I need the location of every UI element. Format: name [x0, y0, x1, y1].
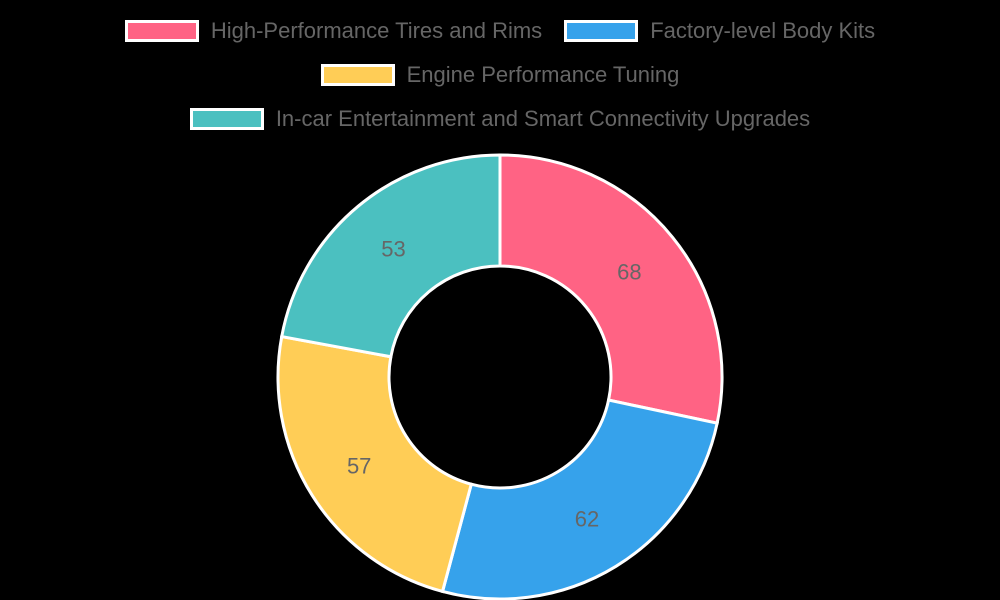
legend-swatch-engine-tuning [320, 64, 395, 86]
slice-entertainment[interactable] [279, 153, 502, 359]
legend-item-engine-tuning[interactable]: Engine Performance Tuning [320, 62, 680, 88]
legend-row-3: In-car Entertainment and Smart Connectiv… [0, 106, 1000, 132]
chart-slices [276, 153, 724, 600]
slice-engine-tuning[interactable] [276, 334, 474, 594]
value-label-body-kits: 62 [575, 506, 599, 531]
slice-tires-rims[interactable] [498, 153, 724, 425]
chart-value-labels: 68 62 57 53 [347, 236, 642, 531]
value-label-tires-rims: 68 [617, 260, 641, 285]
legend-item-entertainment[interactable]: In-car Entertainment and Smart Connectiv… [189, 106, 811, 132]
legend-item-tires-rims[interactable]: High-Performance Tires and Rims [124, 18, 543, 44]
legend-label-entertainment: In-car Entertainment and Smart Connectiv… [275, 106, 811, 131]
value-label-entertainment: 53 [381, 236, 405, 261]
legend-label-tires-rims: High-Performance Tires and Rims [210, 18, 543, 43]
legend-swatch-entertainment [189, 108, 264, 130]
legend-row-2: Engine Performance Tuning [0, 62, 1000, 88]
slice-body-kits[interactable] [440, 398, 719, 600]
legend-swatch-tires-rims [124, 20, 199, 42]
value-label-engine-tuning: 57 [347, 453, 371, 478]
legend-label-engine-tuning: Engine Performance Tuning [406, 62, 680, 87]
legend-item-body-kits[interactable]: Factory-level Body Kits [564, 18, 875, 44]
legend-row-1: High-Performance Tires and Rims Factory-… [0, 18, 1000, 44]
legend-label-body-kits: Factory-level Body Kits [650, 18, 876, 43]
legend-swatch-body-kits [564, 20, 639, 42]
